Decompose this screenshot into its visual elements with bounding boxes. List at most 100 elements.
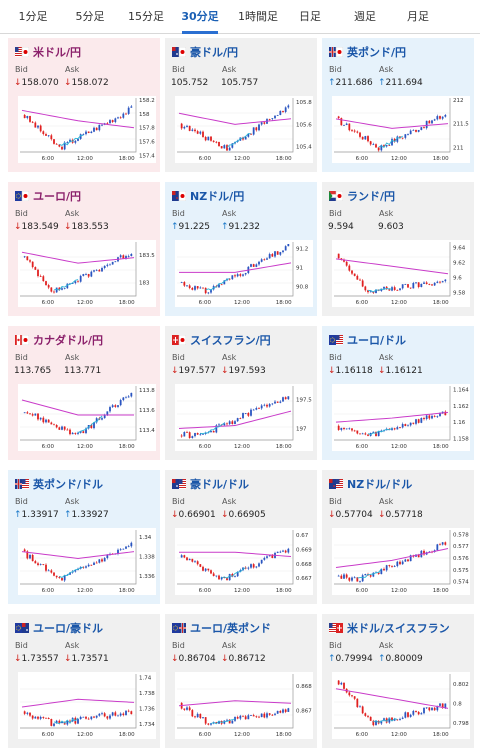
candle (287, 396, 290, 400)
candle (393, 138, 396, 142)
currency-card[interactable]: 米ドル/スイスフラン Bid Ask ↑0.79994 ↑0.80009 0.8… (322, 614, 474, 748)
candle (87, 718, 90, 720)
currency-pair-title[interactable]: 米ドル/円 (15, 44, 82, 59)
candle (186, 125, 188, 127)
tab-monthly[interactable]: 月足 (407, 10, 429, 23)
currency-pair-name[interactable]: 米ドル/スイスフラン (347, 622, 450, 635)
price-chart[interactable]: 1.164 1.162 1.16 1.158 6:00 12:00 18:00 (332, 384, 470, 451)
currency-card[interactable]: 豪ドル/ドル Bid Ask ↓0.66901 ↓0.66905 0.67 0.6… (165, 470, 317, 604)
candle (420, 283, 423, 288)
currency-card[interactable]: 英ポンド/円 Bid Ask ↑211.686 ↑211.694 212 211.… (322, 38, 474, 172)
candle (404, 284, 407, 285)
price-chart[interactable]: 197.5 197 6:00 12:00 18:00 (175, 384, 313, 451)
ask-label: Ask (379, 497, 394, 506)
price-chart[interactable]: 0.802 0.8 0.798 6:00 12:00 18:00 (332, 672, 470, 739)
candle (401, 137, 404, 139)
price-chart[interactable]: 212 211.5 211 6:00 12:00 18:00 (332, 96, 470, 163)
currency-pair-name[interactable]: カナダドル/円 (33, 334, 104, 347)
candle (417, 419, 420, 423)
za-jp-flag-icon (329, 190, 344, 202)
candle (412, 129, 415, 131)
price-chart[interactable]: 0.67 0.669 0.668 0.667 6:00 12:00 18:00 (175, 528, 313, 595)
tab-daily[interactable]: 日足 (299, 10, 321, 23)
currency-pair-title[interactable]: ユーロ/豪ドル (15, 620, 104, 635)
ask-label: Ask (222, 65, 237, 74)
candle (337, 425, 340, 430)
tab-weekly[interactable]: 週足 (354, 10, 376, 23)
currency-pair-name[interactable]: ユーロ/豪ドル (33, 622, 104, 635)
currency-pair-title[interactable]: 米ドル/スイスフラン (329, 620, 450, 635)
price-chart[interactable]: 1.34 1.338 1.336 6:00 12:00 18:00 (18, 528, 156, 595)
x-tick-label: 18:00 (119, 732, 135, 738)
currency-pair-title[interactable]: ユーロ/円 (15, 188, 82, 203)
currency-card[interactable]: 米ドル/円 Bid Ask ↓158.070 ↓158.072 158.2 158… (8, 38, 160, 172)
currency-pair-name[interactable]: ユーロ/ドル (347, 334, 407, 347)
candle (276, 114, 279, 116)
price-chart[interactable]: 158.2 158 157.8 157.6 157.4 6:00 12:00 18:00 (18, 96, 156, 163)
price-chart[interactable]: 1.74 1.738 1.736 1.734 6:00 12:00 18:00 (18, 672, 156, 739)
price-chart[interactable]: 113.8 113.6 113.4 6:00 12:00 18:00 (18, 384, 156, 451)
tab-5min[interactable]: 5分足 (75, 10, 105, 23)
currency-card[interactable]: スイスフラン/円 Bid Ask ↓197.577 ↓197.593 197.5… (165, 326, 317, 460)
currency-pair-name[interactable]: NZドル/円 (190, 190, 245, 203)
currency-pair-name[interactable]: 英ポンド/ドル (33, 478, 104, 491)
bid-label: Bid (329, 209, 342, 218)
tab-1min[interactable]: 1分足 (18, 10, 48, 23)
currency-pair-title[interactable]: スイスフラン/円 (172, 332, 271, 347)
currency-pair-title[interactable]: 豪ドル/円 (172, 44, 239, 59)
candle (415, 419, 417, 424)
currency-card[interactable]: NZドル/円 Bid Ask ↑91.225 ↑91.232 91.2 91 90.… (165, 182, 317, 316)
bid-value: ↑1.33917 (14, 510, 59, 520)
currency-pair-title[interactable]: ユーロ/英ポンド (172, 620, 272, 635)
chart-axes (20, 530, 137, 585)
currency-pair-name[interactable]: 豪ドル/ドル (190, 478, 250, 491)
currency-pair-name[interactable]: 英ポンド/円 (347, 46, 407, 59)
currency-card[interactable]: ユーロ/英ポンド Bid Ask ↓0.86704 ↓0.86712 0.868… (165, 614, 317, 748)
candle (122, 713, 125, 716)
tab-30min[interactable]: 30分足 (172, 0, 228, 34)
tab-15min[interactable]: 15分足 (128, 10, 164, 23)
currency-pair-name[interactable]: ユーロ/円 (33, 190, 82, 203)
currency-pair-name[interactable]: 米ドル/円 (33, 46, 82, 59)
currency-pair-title[interactable]: 英ポンド/円 (329, 44, 407, 59)
currency-pair-title[interactable]: ランド/円 (329, 188, 396, 203)
currency-pair-name[interactable]: ランド/円 (347, 190, 396, 203)
currency-card[interactable]: ユーロ/ドル Bid Ask ↓1.16118 ↓1.16121 1.164 1.… (322, 326, 474, 460)
currency-pair-name[interactable]: NZドル/ドル (347, 478, 413, 491)
bid-label: Bid (172, 641, 185, 650)
moving-average-long (335, 688, 449, 709)
price-chart[interactable]: 0.578 0.577 0.576 0.575 0.574 6:00 12:00 18:00 (332, 528, 470, 595)
candle (55, 575, 58, 578)
currency-pair-title[interactable]: NZドル/ドル (329, 476, 413, 491)
price-chart[interactable]: 91.2 91 90.8 6:00 12:00 18:00 (175, 240, 313, 307)
candle (191, 287, 194, 290)
currency-card[interactable]: NZドル/ドル Bid Ask ↓0.57704 ↓0.57718 0.578 0… (322, 470, 474, 604)
currency-card[interactable]: カナダドル/円 Bid Ask 113.765 113.771 113.8 113… (8, 326, 160, 460)
currency-pair-title[interactable]: ユーロ/ドル (329, 332, 407, 347)
currency-card[interactable]: ユーロ/円 Bid Ask ↓183.549 ↓183.553 183.5 183… (8, 182, 160, 316)
tab-1hour[interactable]: 1時間足 (238, 10, 278, 23)
currency-card[interactable]: ユーロ/豪ドル Bid Ask ↓1.73557 ↓1.73571 1.74 1.… (8, 614, 160, 748)
candle (50, 422, 53, 425)
price-chart[interactable]: 105.8 105.6 105.4 6:00 12:00 18:00 (175, 96, 313, 163)
currency-pair-name[interactable]: ユーロ/英ポンド (190, 622, 272, 635)
currency-card[interactable]: 英ポンド/ドル Bid Ask ↑1.33917 ↑1.33927 1.34 1.… (8, 470, 160, 604)
price-chart[interactable]: 0.868 0.867 6:00 12:00 18:00 (175, 672, 313, 739)
candle (441, 703, 444, 708)
candle (119, 549, 122, 551)
price-chart[interactable]: 183.5 183 6:00 12:00 18:00 (18, 240, 156, 307)
currency-pair-title[interactable]: カナダドル/円 (15, 332, 104, 347)
currency-card[interactable]: 豪ドル/円 Bid Ask 105.752 105.757 105.8 105.6… (165, 38, 317, 172)
price-chart[interactable]: 9.64 9.62 9.6 9.58 6:00 12:00 18:00 (332, 240, 470, 307)
candle (396, 289, 399, 291)
currency-pair-name[interactable]: 豪ドル/円 (190, 46, 239, 59)
down-arrow-icon: ↓ (64, 654, 72, 664)
chart-axes (334, 530, 451, 585)
currency-card[interactable]: ランド/円 Bid Ask 9.594 9.603 9.64 9.62 9.6 9.5… (322, 182, 474, 316)
currency-pair-title[interactable]: NZドル/円 (172, 188, 245, 203)
currency-pair-name[interactable]: スイスフラン/円 (190, 334, 271, 347)
chart-axes (334, 386, 451, 441)
candle (186, 285, 188, 287)
currency-pair-title[interactable]: 豪ドル/ドル (172, 476, 250, 491)
currency-pair-title[interactable]: 英ポンド/ドル (15, 476, 104, 491)
